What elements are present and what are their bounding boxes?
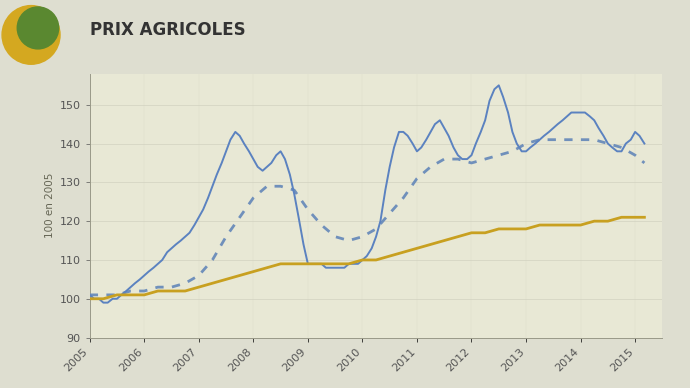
Y-axis label: 100 en 2005: 100 en 2005	[46, 173, 55, 238]
Circle shape	[17, 7, 59, 49]
Text: PRIX AGRICOLES: PRIX AGRICOLES	[90, 21, 246, 39]
Circle shape	[2, 5, 60, 64]
